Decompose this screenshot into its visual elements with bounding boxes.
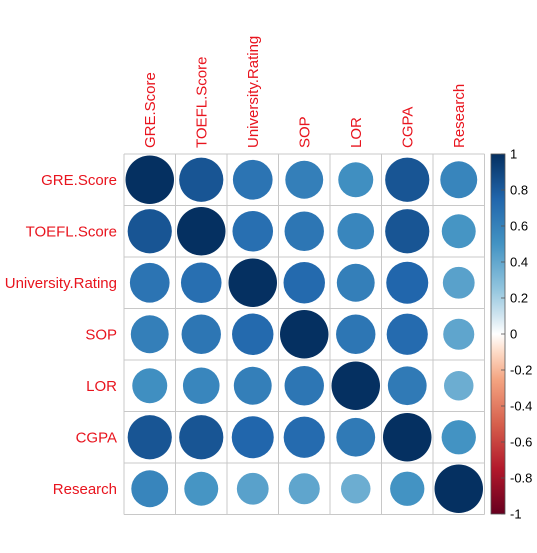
correlation-circle (443, 370, 474, 401)
correlation-circle (336, 314, 376, 354)
row-label: TOEFL.Score (26, 223, 117, 240)
correlation-circle (125, 155, 174, 204)
correlation-circle (441, 420, 476, 455)
column-label: TOEFL.Score (193, 57, 210, 148)
correlation-circle (386, 261, 429, 304)
row-label: Research (53, 481, 117, 498)
color-bar-tick-label: -0.6 (510, 435, 532, 450)
correlation-circle (443, 318, 475, 350)
correlation-circle (284, 211, 324, 251)
row-labels: GRE.Score TOEFL.Score University.Rating SOP… (5, 172, 117, 498)
correlation-circle (182, 367, 220, 405)
color-bar-tick-label: -0.2 (510, 363, 532, 378)
correlation-circle (441, 214, 476, 249)
correlation-circle (177, 207, 226, 256)
column-label: GRE.Score (142, 72, 159, 148)
row-label: SOP (85, 326, 117, 343)
correlation-circle (386, 313, 428, 355)
correlation-circle (337, 212, 375, 250)
column-label: LOR (348, 117, 365, 148)
correlation-circle (132, 368, 168, 404)
color-bar: 1 0.8 0.6 0.4 0.2 0 -0.2 -0.4 -0.6 -0.8 -1 (490, 147, 532, 522)
correlation-circle (232, 210, 274, 252)
correlation-circle (390, 471, 425, 506)
correlation-circle (129, 262, 170, 303)
correlation-circle (280, 310, 329, 359)
correlation-circle (232, 159, 273, 200)
correlation-circle (387, 366, 427, 406)
row-label: LOR (86, 378, 117, 395)
correlation-circle (385, 157, 430, 202)
correlation-circle (288, 473, 320, 505)
color-bar-tick-label: 0.4 (510, 255, 528, 270)
column-label: Research (451, 84, 468, 148)
row-label: University.Rating (5, 275, 117, 292)
correlation-circle (385, 209, 430, 254)
correlation-circle (434, 464, 483, 513)
correlation-circle (228, 258, 277, 307)
grid (123, 153, 485, 515)
correlation-circle (336, 263, 375, 302)
color-bar-tick-label: 1 (510, 147, 517, 162)
correlation-circle (179, 157, 224, 202)
correlation-circle (283, 262, 325, 304)
correlation-circle (184, 471, 219, 506)
correlation-circle (130, 315, 169, 354)
correlation-circle (383, 413, 432, 462)
correlation-circle (442, 266, 475, 299)
color-bar-tick-label: 0.8 (510, 183, 528, 198)
correlation-circles (125, 155, 483, 513)
correlation-circle (440, 161, 478, 199)
correlation-circle (236, 472, 269, 505)
color-bar-tick-label: -0.4 (510, 399, 532, 414)
correlation-circle (233, 366, 272, 405)
row-label: CGPA (76, 429, 117, 446)
correlation-circle (181, 314, 221, 354)
column-labels: GRE.Score TOEFL.Score University.Rating SOP… (142, 36, 468, 148)
correlation-circle (179, 415, 224, 460)
correlation-circle (131, 470, 169, 508)
correlation-circle (127, 415, 172, 460)
color-bar-tick-label: 0 (510, 327, 517, 342)
column-label: SOP (296, 116, 313, 148)
correlation-circle (336, 417, 376, 457)
correlation-circle (284, 366, 324, 406)
correlation-circle (283, 416, 325, 458)
color-bar-tick-label: 0.2 (510, 291, 528, 306)
column-label: University.Rating (245, 36, 262, 148)
color-bar-tick-label: -1 (510, 507, 522, 522)
correlation-circle (285, 160, 324, 199)
correlation-circle (232, 313, 274, 355)
correlation-circle (231, 416, 274, 459)
correlation-circle (180, 262, 222, 304)
correlation-circle (331, 361, 380, 410)
correlation-circle (127, 209, 172, 254)
correlation-circle (340, 473, 371, 504)
color-bar-tick-label: 0.6 (510, 219, 528, 234)
color-bar-tick-label: -0.8 (510, 471, 532, 486)
column-label: CGPA (399, 107, 416, 148)
correlation-circle (338, 162, 374, 198)
row-label: GRE.Score (41, 172, 117, 189)
